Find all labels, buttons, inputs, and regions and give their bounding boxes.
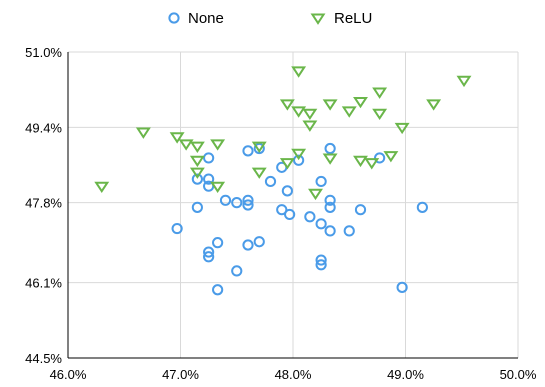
data-point-relu	[279, 99, 295, 111]
data-point-relu	[189, 141, 205, 154]
data-point-relu	[94, 181, 110, 194]
data-point-none	[264, 175, 277, 188]
data-point-relu	[308, 188, 323, 201]
data-point-none	[315, 259, 327, 271]
data-point-none	[171, 222, 183, 235]
data-point-none	[315, 254, 327, 266]
y-tick-label: 44.5%	[25, 351, 62, 366]
data-point-none	[242, 145, 254, 157]
data-point-relu	[353, 96, 368, 109]
data-point-relu	[189, 155, 205, 168]
data-point-none	[219, 194, 232, 206]
data-point-relu	[322, 153, 338, 165]
x-tick-label: 50.0%	[500, 367, 537, 382]
data-point-relu	[291, 66, 307, 78]
data-point-relu	[251, 141, 267, 154]
data-point-relu	[291, 148, 307, 161]
data-point-none	[354, 204, 367, 216]
data-point-none	[191, 201, 203, 213]
x-tick-label: 46.0%	[50, 367, 87, 382]
data-point-none	[396, 281, 408, 293]
data-point-none	[203, 173, 215, 185]
data-point-none	[293, 154, 305, 166]
data-point-none	[315, 218, 327, 230]
data-point-relu	[426, 99, 442, 111]
data-point-relu	[364, 158, 380, 170]
legend-label-relu: ReLU	[334, 10, 372, 27]
y-tick-label: 49.4%	[25, 120, 62, 135]
data-point-relu	[279, 158, 295, 170]
data-point-none	[203, 246, 215, 258]
data-point-none	[253, 236, 265, 248]
data-point-relu	[372, 108, 388, 121]
data-point-none	[253, 142, 265, 155]
data-point-none	[374, 152, 386, 164]
data-point-none	[281, 185, 293, 197]
data-point-relu	[302, 120, 318, 132]
data-point-relu	[178, 139, 194, 151]
data-point-none	[231, 197, 243, 209]
data-point-none	[191, 173, 203, 185]
data-point-relu	[456, 75, 472, 88]
data-point-none	[324, 201, 336, 213]
data-point-none	[231, 265, 243, 277]
x-tick-label: 48.0%	[275, 367, 312, 382]
data-point-relu	[383, 151, 399, 163]
data-point-relu	[169, 132, 185, 144]
data-point-relu	[210, 139, 226, 151]
data-point-none	[304, 211, 316, 223]
data-point-relu	[394, 122, 410, 135]
data-point-none	[212, 237, 224, 249]
x-tick-label: 47.0%	[162, 367, 199, 382]
data-point-none	[324, 194, 336, 206]
data-point-relu	[302, 108, 318, 121]
data-point-none	[276, 204, 288, 216]
data-point-relu	[251, 167, 267, 179]
data-point-relu	[322, 99, 338, 111]
data-point-none	[284, 208, 296, 221]
data-point-none	[416, 201, 428, 213]
data-point-none	[315, 175, 327, 188]
y-tick-label: 51.0%	[25, 45, 62, 60]
data-point-relu	[353, 155, 368, 168]
data-point-relu	[291, 106, 307, 118]
data-point-relu	[210, 181, 226, 194]
data-point-none	[242, 199, 254, 211]
legend-marker-none	[168, 12, 180, 24]
data-point-none	[203, 152, 215, 164]
x-tick-label: 49.0%	[387, 367, 424, 382]
data-point-none	[242, 239, 254, 251]
legend-label-none: None	[188, 10, 224, 27]
data-point-relu	[135, 127, 151, 139]
data-point-none	[242, 194, 254, 206]
data-point-none	[212, 284, 224, 296]
data-point-relu	[372, 87, 388, 99]
data-point-relu	[341, 106, 357, 118]
legend-marker-relu	[310, 13, 326, 25]
data-point-none	[324, 142, 336, 155]
y-tick-label: 47.8%	[25, 196, 62, 211]
data-point-relu	[189, 167, 205, 179]
data-point-none	[343, 225, 355, 237]
data-point-none	[203, 251, 215, 263]
data-point-none	[324, 225, 336, 237]
y-tick-label: 46.1%	[25, 276, 62, 291]
